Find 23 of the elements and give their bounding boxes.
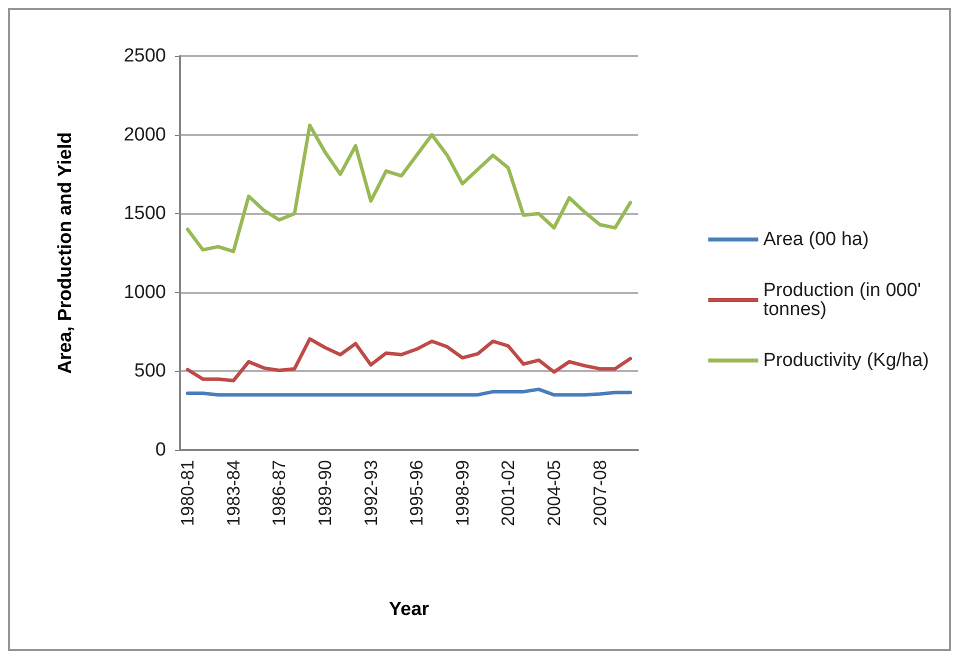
- x-tick-label: 1998-99: [452, 460, 472, 526]
- y-tick-label: 500: [134, 360, 166, 382]
- x-tick-label: 1986-87: [269, 460, 290, 526]
- y-tick-label: 0: [155, 440, 166, 460]
- y-tick-label: 2500: [124, 46, 166, 66]
- legend-label: Productivity (Kg/ha): [763, 350, 930, 371]
- x-tick-label: 1995-96: [406, 460, 427, 526]
- x-axis-title: Year: [388, 599, 430, 620]
- x-tick-label: 2001-02: [498, 460, 518, 526]
- x-tick-label: 1992-93: [360, 460, 381, 526]
- line-series: [186, 124, 632, 254]
- legend-label: Production (in 000' tonnes): [763, 280, 926, 320]
- x-tick-label: 2007-08: [590, 460, 610, 526]
- y-tick-label: 1500: [124, 203, 166, 224]
- x-tick-label: 1989-90: [315, 460, 336, 526]
- line-series: [186, 337, 632, 382]
- y-tick-label: 1000: [124, 282, 166, 303]
- legend-label: Area (00 ha): [763, 229, 869, 250]
- x-tick-label: 2004-05: [544, 460, 564, 526]
- y-axis-title: Area, Production and Yield: [55, 132, 76, 374]
- x-tick-label: 1980-81: [178, 460, 198, 526]
- y-tick-label: 2000: [124, 124, 166, 146]
- x-tick-label: 1983-84: [223, 460, 244, 526]
